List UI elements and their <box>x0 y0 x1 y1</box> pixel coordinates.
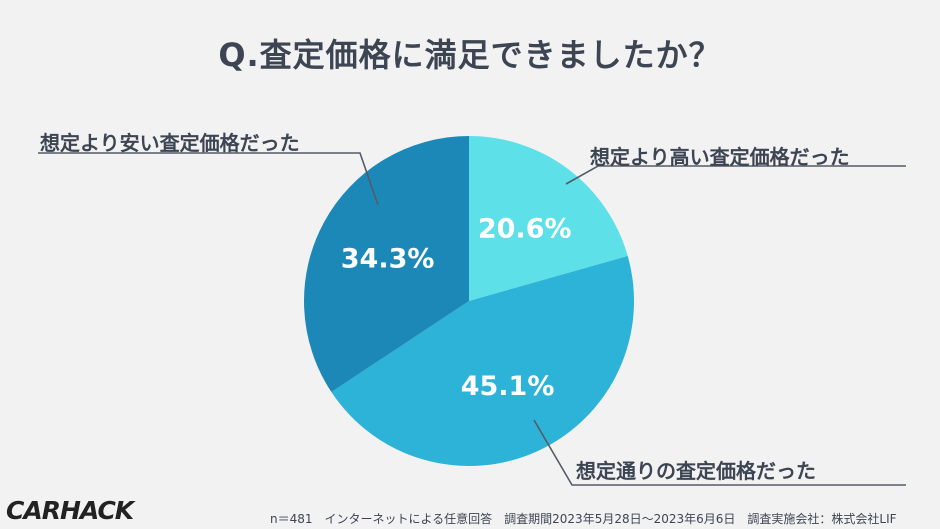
chart-title: Q.査定価格に満足できましたか？ <box>218 36 722 74</box>
data-label-higher: 20.6% <box>478 213 572 244</box>
data-label-lower: 34.3% <box>341 243 435 274</box>
callout-label-as-expected: 想定通りの査定価格だった <box>576 459 816 483</box>
leader-line-as-expected <box>533 419 906 486</box>
data-label-as-expected: 45.1% <box>461 371 555 402</box>
pie-slice-as-expected <box>331 255 634 467</box>
carhack-logo: CARHACK <box>6 496 134 525</box>
callout-label-lower: 想定より安い査定価格だった <box>40 131 300 155</box>
callout-label-higher: 想定より高い査定価格だった <box>590 145 850 169</box>
pie-slice-lower <box>303 136 469 393</box>
pie-slice-higher <box>469 136 628 301</box>
leader-line-higher <box>565 165 906 185</box>
survey-footnote: n＝481 インターネットによる任意回答 調査期間2023年5月28日～2023… <box>270 512 897 526</box>
leader-line-lower <box>38 152 379 206</box>
